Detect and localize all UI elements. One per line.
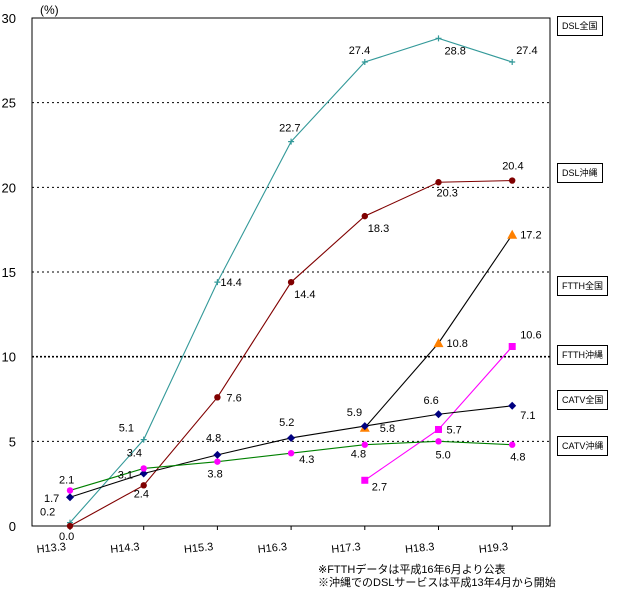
data-label: 4.3 (299, 454, 314, 466)
data-point (435, 35, 442, 42)
data-label: 5.9 (347, 407, 362, 419)
data-point (361, 59, 368, 66)
data-point (435, 425, 442, 433)
y-axis-ticks: 0 5 10 15 20 25 30 (2, 11, 16, 534)
data-point (361, 212, 368, 220)
data-point (509, 59, 516, 66)
data-label: 5.0 (436, 449, 451, 461)
data-point (214, 279, 221, 286)
data-label: 2.1 (59, 474, 74, 486)
legend-dsl-okinawa: DSL沖縄 (557, 163, 603, 183)
y-tick-label: 25 (2, 96, 16, 111)
y-tick-label: 0 (9, 519, 16, 534)
data-label: 27.4 (516, 45, 537, 57)
data-point (213, 450, 222, 459)
data-point (361, 476, 369, 484)
data-label: 18.3 (368, 223, 389, 235)
data-point (434, 410, 443, 419)
data-label: 14.4 (294, 289, 315, 301)
data-label: 27.4 (349, 45, 370, 57)
y-tick-label: 10 (2, 350, 16, 365)
legend-dsl-national: DSL全国 (557, 16, 603, 36)
data-label: 6.6 (424, 395, 439, 407)
data-point (140, 482, 147, 489)
data-label: 5.7 (447, 424, 462, 436)
data-point (287, 433, 296, 442)
data-label: 28.8 (445, 45, 466, 57)
x-tick-label: H19.3 (478, 541, 508, 556)
x-tick-label: H14.3 (110, 541, 140, 556)
data-label: 17.2 (520, 230, 541, 242)
legend-ftth-national: FTTH全国 (557, 276, 608, 296)
data-label: 10.8 (447, 338, 468, 350)
data-label: 3.1 (118, 470, 133, 482)
data-label: 5.1 (119, 423, 134, 435)
series-group (66, 35, 518, 530)
x-axis-ticks: H13.3 H14.3 H15.3 H16.3 H17.3 H18.3 H19.3 (36, 526, 513, 556)
data-point (140, 436, 147, 443)
y-tick-label: 5 (9, 434, 16, 449)
data-label: 14.4 (220, 277, 241, 289)
y-tick-label: 30 (2, 11, 16, 26)
data-label: 0.0 (59, 531, 74, 543)
legend-ftth-okinawa: FTTH沖縄 (557, 345, 608, 365)
data-label: 7.6 (226, 392, 241, 404)
data-label: 2.4 (134, 488, 149, 500)
data-point (507, 229, 518, 239)
x-tick-label: H17.3 (331, 541, 361, 556)
data-point (287, 278, 295, 286)
data-point (435, 179, 442, 186)
data-point (287, 449, 295, 457)
data-point (361, 441, 368, 448)
data-label: 20.4 (502, 161, 523, 173)
y-tick-label: 15 (2, 265, 16, 280)
data-point (435, 438, 442, 445)
data-point (214, 394, 221, 401)
data-labels: 0.2 5.1 14.4 22.7 27.4 28.8 27.4 0.0 2.4 7.6 14.4 1… (40, 45, 542, 543)
x-tick-label: H18.3 (405, 541, 435, 556)
x-tick-label: H13.3 (36, 541, 66, 556)
legend-catv-okinawa: CATV沖縄 (557, 436, 609, 456)
data-point (66, 522, 74, 530)
data-label: 5.2 (279, 417, 294, 429)
data-label: 4.8 (510, 452, 525, 464)
data-label: 3.4 (127, 447, 142, 459)
data-point (140, 465, 147, 472)
gridlines (32, 102, 550, 442)
data-label: 4.8 (206, 432, 221, 444)
data-label: 4.8 (351, 449, 366, 461)
data-point (288, 138, 295, 145)
data-label: 1.7 (44, 493, 59, 505)
data-point (360, 422, 369, 431)
data-label: 0.2 (40, 507, 55, 519)
data-point (214, 458, 221, 465)
data-label: 5.8 (380, 423, 395, 435)
x-tick-label: H16.3 (257, 541, 287, 556)
legend-catv-national: CATV全国 (557, 390, 609, 410)
data-label: 22.7 (279, 123, 300, 135)
y-axis-unit-label: (%) (40, 3, 59, 17)
data-label: 10.6 (520, 330, 541, 342)
data-point (66, 493, 74, 502)
footnote-ftth: ※FTTHデータは平成16年6月より公表 (318, 564, 506, 576)
data-point (66, 487, 74, 494)
data-label: 20.3 (437, 187, 458, 199)
footnote-dsl-okinawa: ※沖縄でのDSLサービスは平成13年4月から開始 (318, 577, 556, 589)
data-point (508, 343, 516, 351)
data-point (508, 401, 517, 410)
data-point (509, 177, 516, 184)
data-label: 3.8 (207, 469, 222, 481)
y-tick-label: 20 (2, 180, 16, 195)
data-label: 2.7 (372, 481, 387, 493)
data-point (433, 338, 444, 348)
data-label: 7.1 (520, 410, 535, 422)
x-tick-label: H15.3 (183, 541, 213, 556)
data-point (509, 441, 516, 448)
data-point (139, 469, 148, 478)
